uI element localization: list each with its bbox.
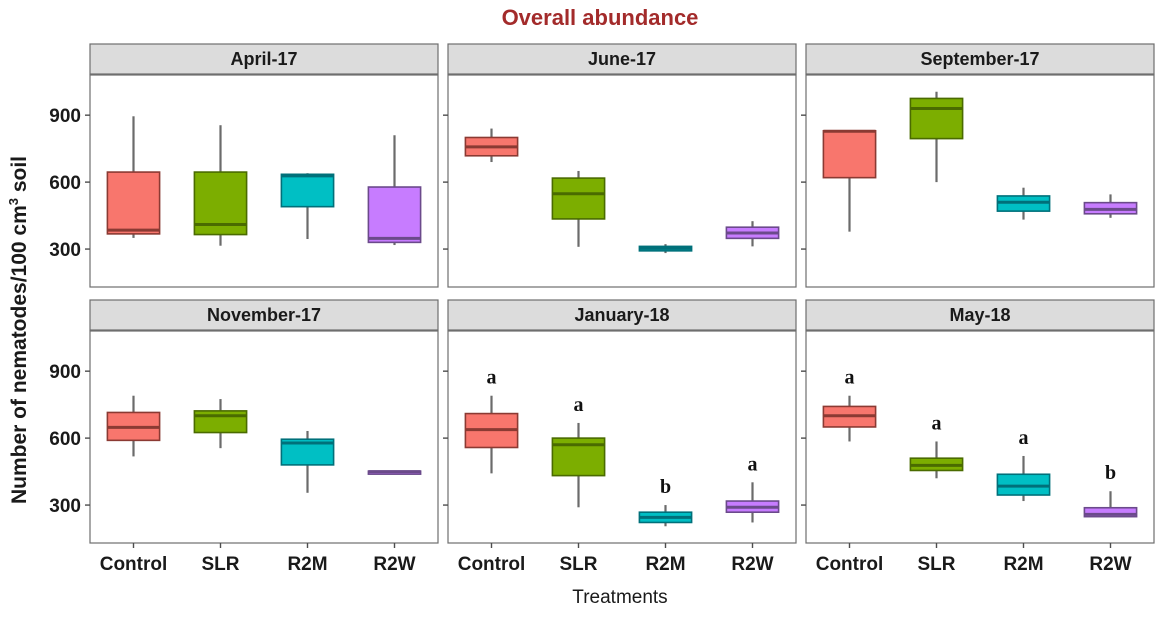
box-r2w: a: [725, 453, 780, 523]
box-r2w: [1083, 194, 1138, 218]
box-slr: a: [909, 412, 964, 479]
box-control: a: [464, 367, 519, 474]
x-tick-label-r2m: R2M: [1003, 554, 1043, 575]
significance-letter: a: [748, 453, 758, 475]
box-control: [106, 116, 161, 238]
y-tick-label: 600: [49, 173, 81, 194]
significance-letter: b: [660, 476, 671, 498]
x-tick-label-slr: SLR: [560, 554, 598, 575]
x-tick-label-r2m: R2M: [287, 554, 327, 575]
x-axis-title-group: Treatments: [572, 587, 667, 608]
box-rect: [551, 177, 606, 220]
panel-strip-label: January-18: [574, 305, 669, 325]
y-tick-label: 900: [49, 106, 81, 127]
box-rect: [193, 410, 248, 434]
box-control: [106, 395, 161, 457]
panel-strip: [805, 299, 1155, 331]
box-r2m: [280, 173, 335, 240]
panel-background: [805, 74, 1155, 288]
x-axis-title: Treatments: [572, 587, 667, 608]
box-r2m: [996, 187, 1051, 220]
panel-strip-label: November-17: [207, 305, 321, 325]
box-slr: [909, 91, 964, 183]
box-slr: a: [551, 394, 606, 508]
box-r2m: a: [996, 427, 1051, 502]
x-tick-label-control: Control: [816, 554, 884, 575]
y-tick-label: 600: [49, 429, 81, 450]
box-slr: [193, 125, 248, 246]
panel-november-17: November-17 300 600 900 Control SLR R2M R2W: [49, 299, 439, 575]
box-r2m: [638, 244, 693, 254]
panel-strip: [805, 43, 1155, 75]
significance-letter: a: [845, 367, 855, 389]
box-rect: [106, 171, 161, 235]
panel-strip-label: September-17: [920, 49, 1039, 69]
y-axis-title: Number of nematodes/100 cm3 soil: [6, 156, 31, 504]
box-r2w: [367, 135, 422, 246]
page-title: Overall abundance: [502, 5, 699, 30]
significance-letter: a: [487, 367, 497, 389]
significance-letter: a: [1019, 427, 1029, 449]
y-tick-label: 300: [49, 240, 81, 261]
x-tick-label-slr: SLR: [918, 554, 956, 575]
x-tick-label-r2m: R2M: [645, 554, 685, 575]
box-control: a: [822, 367, 877, 442]
box-slr: [551, 170, 606, 247]
panels-group: April-17 300 600 900 June-17 September-17 Nove…: [49, 43, 1155, 575]
box-r2m: b: [638, 476, 693, 527]
x-tick-label-control: Control: [100, 554, 168, 575]
x-tick-label-slr: SLR: [202, 554, 240, 575]
box-rect: [822, 129, 877, 179]
box-r2w: [367, 470, 422, 475]
panel-strip: [447, 43, 797, 75]
significance-letter: b: [1105, 462, 1116, 484]
box-rect: [1083, 506, 1138, 518]
significance-letter: a: [932, 412, 942, 434]
box-r2w: b: [1083, 462, 1138, 518]
panel-september-17: September-17: [801, 43, 1155, 288]
significance-letter: a: [574, 394, 584, 416]
panel-january-18: January-18 a a b a Control SLR R2M R2W: [443, 299, 797, 575]
box-rect: [909, 97, 964, 140]
panel-strip-label: June-17: [588, 49, 656, 69]
panel-april-17: April-17 300 600 900: [49, 43, 439, 288]
box-control: [822, 129, 877, 232]
panel-background: [447, 74, 797, 288]
panel-strip-label: April-17: [230, 49, 297, 69]
panel-strip: [89, 299, 439, 331]
panel-may-18: May-18 a a a b Control SLR R2M R2W: [801, 299, 1155, 575]
y-axis-title-group: Number of nematodes/100 cm3 soil: [6, 156, 31, 504]
panel-strip-label: May-18: [949, 305, 1010, 325]
x-tick-label-r2w: R2W: [731, 554, 773, 575]
x-tick-label-r2w: R2W: [373, 554, 415, 575]
chart-title-group: Overall abundance: [502, 5, 699, 30]
panel-strip: [447, 299, 797, 331]
box-slr: [193, 399, 248, 449]
y-tick-label: 900: [49, 362, 81, 383]
panel-june-17: June-17: [443, 43, 797, 288]
box-rect: [280, 173, 335, 208]
x-tick-label-control: Control: [458, 554, 526, 575]
y-tick-label: 300: [49, 496, 81, 517]
x-tick-label-r2w: R2W: [1089, 554, 1131, 575]
panel-strip: [89, 43, 439, 75]
box-control: [464, 128, 519, 163]
box-r2m: [280, 430, 335, 493]
box-r2w: [725, 221, 780, 247]
box-rect: [367, 186, 422, 244]
